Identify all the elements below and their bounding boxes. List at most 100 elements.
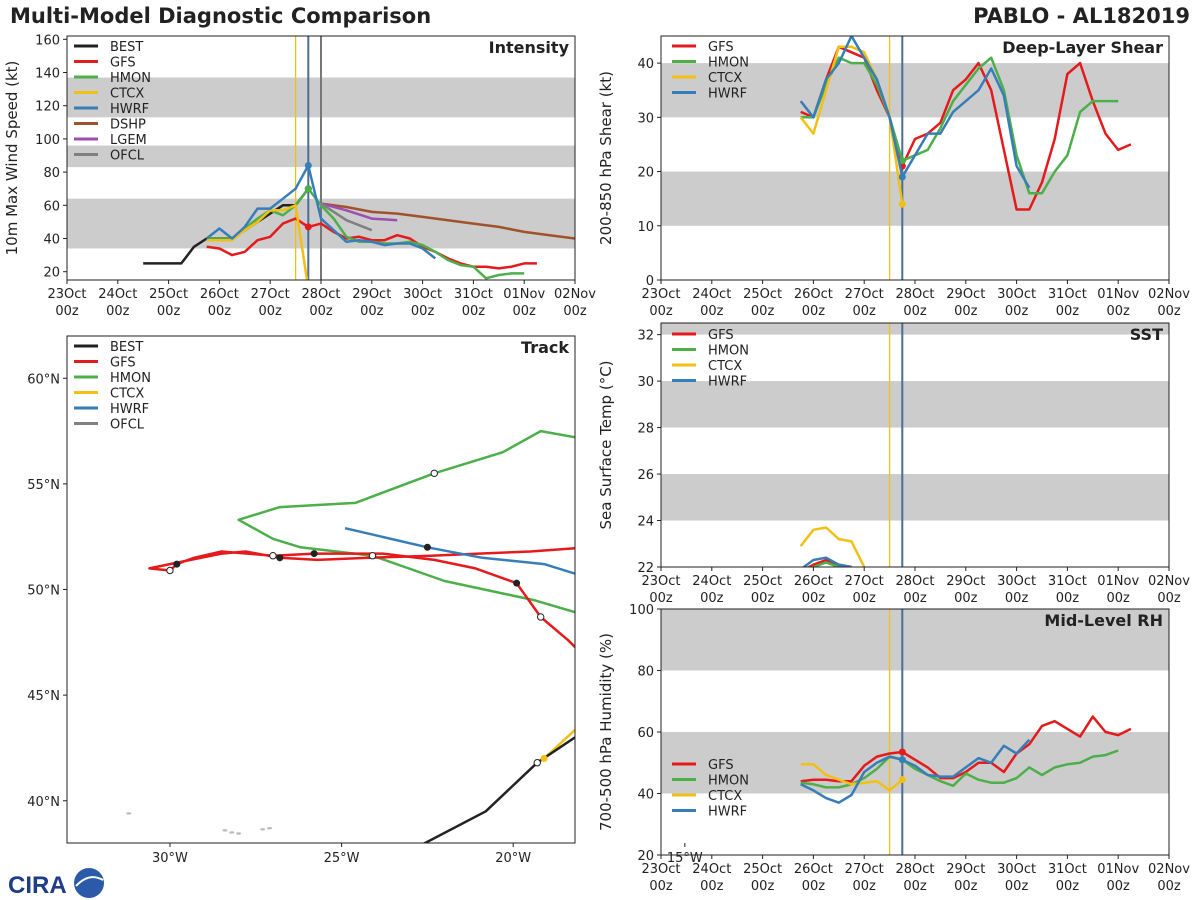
sst-ytick-label: 32 xyxy=(637,329,654,344)
track-marker-filled-hwrf xyxy=(616,626,623,633)
sst-band xyxy=(661,381,1169,428)
sst-ytick-label: 22 xyxy=(637,561,654,576)
sst-xtick-label: 27Oct xyxy=(845,574,884,589)
shear-ytick-label: 20 xyxy=(637,166,654,181)
intensity-series-ofcl xyxy=(320,202,373,232)
sst-xtick-label: 00z xyxy=(853,591,877,606)
rh-xtick-label: 00z xyxy=(700,879,724,894)
shear-legend-label-gfs: GFS xyxy=(708,40,734,55)
shear-ytick-label: 40 xyxy=(637,57,654,72)
track-island xyxy=(222,829,228,832)
intensity-series-lgem xyxy=(320,202,398,222)
shear-xtick-label: 01Nov xyxy=(1097,287,1139,302)
intensity-series-group xyxy=(143,161,575,280)
shear-legend-label-ctcx: CTCX xyxy=(708,71,742,86)
track-marker-filled-ctcx xyxy=(540,755,548,762)
intensity-xtick-label: 00z xyxy=(55,304,79,319)
track-series-best xyxy=(422,735,575,843)
rh-xtick-label: 02Nov xyxy=(1148,862,1190,877)
track-marker-open-gfs xyxy=(166,566,174,575)
track-marker-open-hmon xyxy=(620,588,626,594)
rh-point-ctcx xyxy=(898,776,906,784)
track-island xyxy=(229,831,235,834)
track-series-hmon xyxy=(237,429,575,614)
track-island xyxy=(260,828,266,831)
shear-xtick-label: 00z xyxy=(700,304,724,319)
sst-xtick-label: 00z xyxy=(802,591,826,606)
rh-xtick-label: 01Nov xyxy=(1097,862,1139,877)
intensity-ytick-label: 80 xyxy=(43,166,60,181)
intensity-point-gfs xyxy=(304,223,312,231)
sst-xtick-label: 00z xyxy=(1157,591,1181,606)
sst-xtick-label: 26Oct xyxy=(794,574,833,589)
rh-legend-label-ctcx: CTCX xyxy=(708,789,742,804)
rh-xtick-label: 00z xyxy=(954,879,978,894)
track-marker-filled-gfs xyxy=(173,560,181,568)
rh-xtick-label: 28Oct xyxy=(895,862,934,877)
rh-xtick-label: 00z xyxy=(903,879,927,894)
sst-ytick-label: 28 xyxy=(637,422,654,437)
sst-xtick-label: 28Oct xyxy=(895,574,934,589)
track-marker-filled-gfs xyxy=(513,579,521,587)
sst-xtick-label: 02Nov xyxy=(1148,574,1190,589)
sst-xtick-label: 29Oct xyxy=(946,574,985,589)
rh-series-gfs xyxy=(800,715,1132,783)
shear-xtick-label: 24Oct xyxy=(692,287,731,302)
track-legend-label-ofcl: OFCL xyxy=(110,418,145,433)
shear-xtick-label: 28Oct xyxy=(895,287,934,302)
rh-ytick-label: 40 xyxy=(637,788,654,803)
shear-ytick-label: 30 xyxy=(637,111,654,126)
shear-xtick-label: 23Oct xyxy=(641,287,680,302)
intensity-xtick-label: 00z xyxy=(208,304,232,319)
intensity-legend-label-dshp: DSHP xyxy=(110,118,146,133)
sst-xtick-label: 00z xyxy=(751,591,775,606)
rh-series-ctcx xyxy=(800,763,904,792)
rh-ytick-label: 60 xyxy=(637,726,654,741)
track-legend-label-best: BEST xyxy=(110,340,143,355)
track-legend-label-hwrf: HWRF xyxy=(110,402,149,417)
sst-ytick-label: 30 xyxy=(637,375,654,390)
shear-point-ctcx xyxy=(898,200,906,208)
shear-series-group xyxy=(799,36,1132,211)
track-island xyxy=(236,832,242,835)
intensity-ytick-label: 40 xyxy=(43,233,60,248)
intensity-xtick-label: 00z xyxy=(309,304,333,319)
shear-panel: 0 10 20 30 40 23Oct 00z 24Oct 00z 25Oct 00z 26Oct 00… xyxy=(597,35,1190,319)
shear-ytick-label: 0 xyxy=(646,274,654,289)
shear-legend-label-hmon: HMON xyxy=(708,56,749,71)
sst-legend-label-hwrf: HWRF xyxy=(708,375,747,390)
sst-xtick-label: 00z xyxy=(700,591,724,606)
intensity-point-hmon xyxy=(304,185,312,193)
track-marker-open-hmon xyxy=(430,469,438,478)
intensity-xtick-label: 29Oct xyxy=(352,287,391,302)
shear-xtick-label: 25Oct xyxy=(743,287,782,302)
rh-xtick-label: 29Oct xyxy=(946,862,985,877)
track-marker-open-best xyxy=(533,759,541,767)
sst-panel: 22 24 26 28 30 32 23Oct 00z 24Oct 00z 25Oct 00z 26Oc… xyxy=(597,322,1190,606)
rh-xtick-label: 00z xyxy=(853,879,877,894)
intensity-xtick-label: 00z xyxy=(462,304,486,319)
track-legend-label-hmon: HMON xyxy=(110,371,151,386)
sst-ylabel: Sea Surface Temp (°C) xyxy=(597,360,615,529)
intensity-xtick-label: 31Oct xyxy=(454,287,493,302)
sst-series-ctcx xyxy=(799,526,866,567)
track-legend-label-ctcx: CTCX xyxy=(110,387,144,402)
track-marker-filled-hmon xyxy=(616,609,623,616)
rh-xtick-label: 00z xyxy=(751,879,775,894)
track-ytick-label: 50°N xyxy=(27,584,60,599)
sst-ytick-label: 26 xyxy=(637,468,654,483)
track-marker-open-gfs xyxy=(269,552,277,560)
track-marker-filled-hwrf xyxy=(423,543,431,551)
intensity-xtick-label: 30Oct xyxy=(403,287,442,302)
shear-ytick-label: 10 xyxy=(637,220,654,235)
track-ytick-label: 60°N xyxy=(27,372,60,387)
track-series-hwrf xyxy=(344,526,575,575)
shear-xtick-label: 00z xyxy=(1107,304,1131,319)
sst-legend-label-hmon: HMON xyxy=(708,344,749,359)
sst-xtick-label: 01Nov xyxy=(1097,574,1139,589)
sst-title: SST xyxy=(1130,325,1163,344)
shear-xtick-label: 27Oct xyxy=(845,287,884,302)
track-marker-filled-best xyxy=(616,679,623,686)
sst-legend-label-gfs: GFS xyxy=(708,328,734,343)
logo-text: CIRA xyxy=(8,872,67,899)
